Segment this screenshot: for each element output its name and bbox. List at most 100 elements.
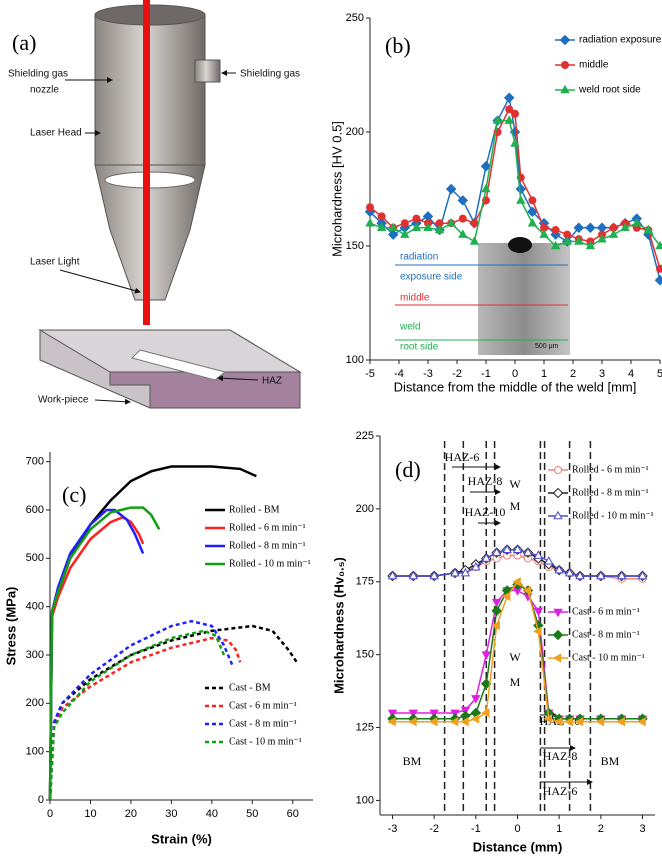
y-tick-label: 100	[356, 794, 374, 806]
arrow	[217, 375, 259, 382]
data-point	[471, 561, 481, 571]
legend-marker	[559, 34, 571, 46]
arrow	[94, 398, 131, 405]
data-point	[376, 222, 387, 232]
legend-label: Rolled - 8 m min⁻¹	[229, 540, 306, 551]
data-point	[470, 219, 479, 228]
x-tick-label: 0	[47, 808, 53, 820]
data-point	[481, 553, 491, 562]
x-axis-label: Distance (mm)	[473, 839, 563, 854]
y-tick-label: 125	[356, 721, 374, 733]
data-point	[445, 183, 457, 195]
data-point	[533, 550, 544, 559]
data-point	[491, 547, 502, 556]
data-point	[470, 714, 480, 724]
data-point	[481, 708, 490, 718]
x-tick-label: 60	[287, 808, 299, 820]
data-point	[491, 598, 502, 608]
y-tick-label: 600	[26, 504, 44, 516]
data-point	[480, 160, 492, 172]
data-point	[387, 717, 396, 727]
data-point	[637, 570, 648, 580]
data-point	[511, 109, 519, 118]
annotation: HAZ-6	[543, 784, 578, 798]
legend-label: Cast - BM	[229, 682, 271, 693]
x-tick-label: 0	[512, 368, 518, 380]
data-point	[412, 214, 421, 223]
workpiece-side	[109, 371, 301, 409]
annotation: HAZ-6	[445, 450, 480, 464]
data-point	[597, 233, 607, 243]
annotation: HAZ-8	[468, 474, 503, 488]
x-tick-label: 4	[628, 368, 634, 380]
inset-label: weld	[399, 322, 421, 333]
diagram-label: Shielding gas	[240, 69, 300, 80]
y-tick-label: 100	[26, 746, 44, 758]
series-line	[48, 629, 226, 801]
data-point	[553, 717, 563, 727]
legend-label: Cast - 6 m min⁻¹	[229, 700, 297, 711]
data-point	[533, 626, 542, 637]
data-point	[533, 607, 544, 617]
legend-label: Cast - 8 m min⁻¹	[229, 718, 297, 729]
data-point	[573, 222, 585, 234]
laser-beam	[143, 0, 150, 325]
data-point	[544, 556, 554, 565]
data-point	[457, 195, 469, 206]
data-point	[574, 717, 584, 727]
y-tick-label: 400	[26, 601, 44, 613]
annotation: M	[510, 499, 521, 513]
y-tick-label: 500	[26, 552, 44, 564]
data-point	[365, 217, 375, 227]
y-tick-label: 0	[38, 794, 44, 806]
data-point	[387, 229, 399, 240]
x-tick-label: 40	[206, 808, 218, 820]
legend-label: Rolled - 6 m min⁻¹	[229, 522, 306, 533]
data-point	[637, 717, 646, 727]
legend-label: Cast - 6 m min⁻¹	[572, 606, 640, 617]
x-axis-label: Strain (%)	[151, 831, 212, 846]
x-tick-label: 5	[657, 368, 662, 380]
x-tick-label: 20	[125, 808, 137, 820]
data-point	[481, 651, 491, 660]
data-point	[469, 236, 480, 245]
data-point	[502, 544, 512, 553]
diagram-label: Work-piece	[38, 395, 89, 406]
data-point	[504, 115, 514, 124]
data-point	[608, 229, 619, 238]
data-point	[366, 203, 374, 212]
data-point	[543, 714, 553, 724]
legend-marker	[561, 61, 569, 69]
inset-label: root side	[400, 342, 439, 353]
data-point	[616, 570, 627, 580]
legend-marker	[554, 466, 562, 474]
data-point	[471, 695, 481, 704]
y-tick-label: 150	[356, 649, 374, 661]
data-point	[643, 224, 654, 234]
data-point	[554, 564, 564, 574]
data-point	[434, 224, 445, 234]
data-point	[460, 717, 469, 727]
data-point	[510, 138, 520, 147]
legend-marker	[552, 653, 562, 663]
y-tick-label: 100	[346, 354, 364, 366]
data-point	[515, 183, 527, 195]
annotation: HAZ-8	[543, 749, 578, 763]
x-tick-label: 50	[246, 808, 258, 820]
x-tick-label: -3	[423, 368, 433, 380]
x-tick-label: -5	[365, 368, 375, 380]
data-point	[562, 236, 572, 245]
legend-label: Rolled - 10 m min⁻¹	[229, 558, 311, 569]
legend-marker	[552, 629, 564, 641]
diagram-label: Laser Light	[30, 257, 80, 268]
x-tick-label: -1	[471, 823, 481, 835]
legend-label: Cast - 10 m min⁻¹	[229, 736, 302, 747]
panel-label: (b)	[385, 33, 411, 58]
y-axis-label: Microhardness (Hv₀.₅)	[331, 557, 346, 694]
data-point	[516, 195, 526, 204]
x-tick-label: -2	[429, 823, 439, 835]
legend-label: Cast - 8 m min⁻¹	[572, 629, 640, 640]
inset-label: middle	[400, 293, 430, 304]
data-point	[654, 274, 662, 286]
data-point	[528, 196, 537, 205]
